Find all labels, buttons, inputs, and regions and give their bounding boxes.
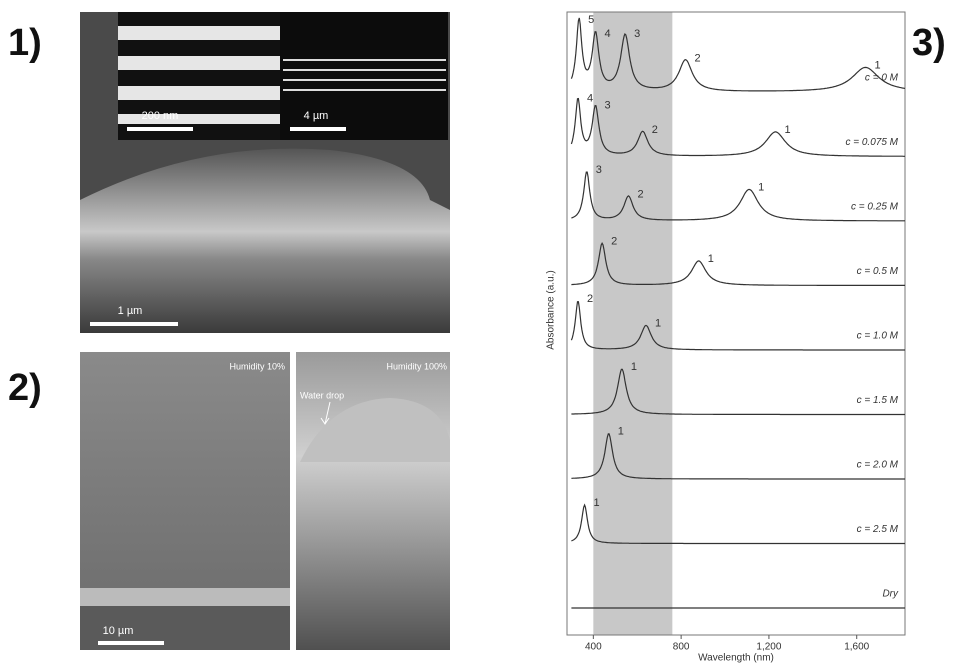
spectrum-label: c = 1.5 M xyxy=(857,395,899,406)
image-title: Humidity 100% xyxy=(386,361,447,371)
scale-bar xyxy=(98,641,164,645)
peak-label: 1 xyxy=(631,361,637,373)
peak-label: 1 xyxy=(785,124,791,136)
peak-label: 2 xyxy=(637,188,643,200)
x-tick-label: 1,600 xyxy=(844,642,869,653)
scale-label: 4 µm xyxy=(304,110,329,122)
peak-label: 1 xyxy=(594,497,600,509)
spectrum-label: c = 0.25 M xyxy=(851,202,899,213)
peak-label: 2 xyxy=(587,293,593,305)
spectrum-label: c = 2.5 M xyxy=(857,524,899,535)
spectrum-label: c = 0.075 M xyxy=(845,137,898,148)
x-tick-label: 800 xyxy=(673,642,690,653)
panel-label: 2) xyxy=(8,367,42,409)
panel-label: 3) xyxy=(912,22,946,64)
peak-label: 3 xyxy=(634,28,640,40)
y-axis-label: Absorbance (a.u.) xyxy=(546,270,557,350)
scale-label: 10 µm xyxy=(103,625,134,637)
scale-bar xyxy=(127,127,193,131)
scale-label: 1 µm xyxy=(118,305,143,317)
peak-label: 4 xyxy=(587,92,593,104)
peak-label: 1 xyxy=(708,253,714,265)
peak-label: 1 xyxy=(758,181,764,193)
peak-label: 5 xyxy=(588,14,594,26)
spectrum-label: c = 0 M xyxy=(865,73,899,84)
x-axis-label: Wavelength (nm) xyxy=(698,653,774,664)
peak-label: 4 xyxy=(605,28,611,40)
peak-label: 1 xyxy=(655,317,661,329)
scale-bar xyxy=(290,127,346,131)
image-title: Humidity 10% xyxy=(229,361,285,371)
peak-label: 2 xyxy=(611,235,617,247)
spectrum-label: Dry xyxy=(882,589,899,600)
scale-bar xyxy=(90,322,178,326)
spectrum-label: c = 1.0 M xyxy=(857,331,899,342)
figure: 1) 200 nm 4 µm 1 µm 2) Humidity 10% Humi… xyxy=(0,0,957,664)
scale-label: 200 nm xyxy=(142,110,179,122)
x-tick-label: 1,200 xyxy=(756,642,781,653)
x-tick-label: 400 xyxy=(585,642,602,653)
peak-label: 3 xyxy=(605,99,611,111)
spectrum-label: c = 0.5 M xyxy=(857,266,899,277)
peak-label: 2 xyxy=(652,124,658,136)
peak-label: 1 xyxy=(874,59,880,71)
panel-label: 1) xyxy=(8,22,42,64)
peak-label: 3 xyxy=(596,164,602,176)
peak-label: 1 xyxy=(618,425,624,437)
film xyxy=(80,588,290,606)
annotation: Water drop xyxy=(300,390,344,400)
peak-label: 2 xyxy=(695,52,701,64)
spectrum-label: c = 2.0 M xyxy=(857,460,899,471)
